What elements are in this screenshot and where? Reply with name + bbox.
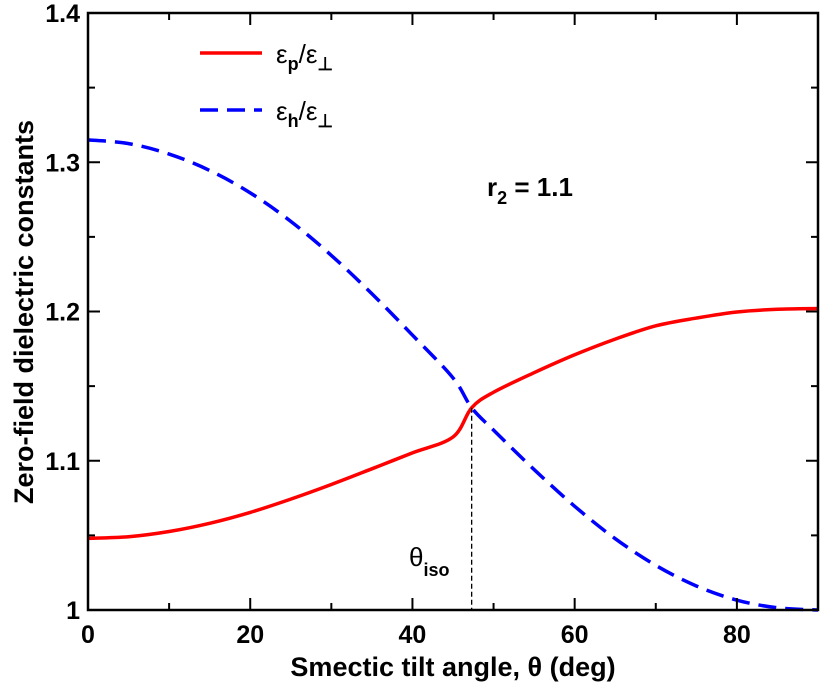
x-axis-title: Smectic tilt angle, θ (deg) xyxy=(290,652,615,682)
series-eh-line xyxy=(87,138,819,612)
x-tick-label-0: 0 xyxy=(81,621,95,649)
x-tick-label-20: 20 xyxy=(236,621,264,649)
y-tick-label-1.1: 1.1 xyxy=(45,448,80,476)
tick-marks xyxy=(87,12,819,611)
plot-frame xyxy=(86,11,820,612)
y-tick-label-1.4: 1.4 xyxy=(45,0,80,28)
legend-label-eh: εh/ε⊥ xyxy=(276,96,333,131)
legend: εp/ε⊥ εh/ε⊥ xyxy=(200,39,333,131)
y-axis-title: Zero-field dielectric constants xyxy=(9,120,39,504)
x-tick-label-40: 40 xyxy=(399,621,427,649)
series-ep-line xyxy=(87,306,819,541)
x-tick-label-80: 80 xyxy=(723,621,751,649)
x-tick-label-60: 60 xyxy=(561,621,589,649)
legend-label-ep: εp/ε⊥ xyxy=(276,39,333,74)
y-tick-label-1: 1 xyxy=(66,597,80,625)
y-tick-label-1.3: 1.3 xyxy=(45,149,80,177)
y-tick-label-1.2: 1.2 xyxy=(45,299,80,327)
theta-iso-label: θiso xyxy=(409,542,449,580)
r2-annotation: r2 = 1.1 xyxy=(487,172,573,208)
